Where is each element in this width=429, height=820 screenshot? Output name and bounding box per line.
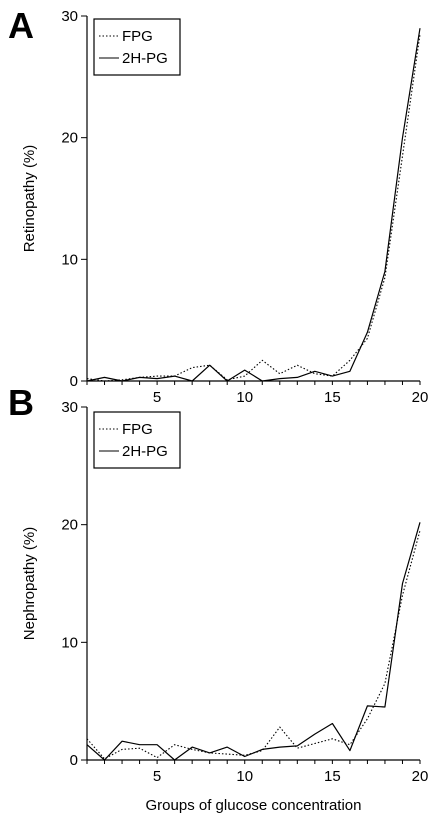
x-tick-label: 20: [412, 768, 429, 785]
x-tick-label: 15: [324, 389, 341, 406]
panel-letter: A: [8, 5, 34, 46]
y-axis-title: Retinopathy (%): [21, 145, 38, 253]
y-axis-title: Nephropathy (%): [21, 527, 38, 640]
panel-letter: B: [8, 382, 34, 423]
y-tick-label: 0: [70, 752, 78, 769]
legend-label: 2H-PG: [122, 50, 168, 67]
x-tick-label: 5: [153, 768, 161, 785]
y-tick-label: 20: [61, 130, 78, 147]
y-tick-label: 0: [70, 373, 78, 390]
x-axis-title: Groups of glucose concentration: [146, 797, 362, 814]
legend-box: [93, 411, 181, 469]
legend-label: FPG: [122, 421, 153, 438]
series-line-2h-pg: [86, 28, 421, 382]
series-line-2h-pg: [86, 522, 421, 761]
panel-b: B 0 10 20 30 5 10 15 20 Nephropathy (%) Groups of…: [8, 382, 428, 814]
y-tick-label: 30: [61, 399, 78, 416]
y-tick-label: 10: [61, 634, 78, 651]
x-tick-label: 5: [153, 389, 161, 406]
series-line-fpg: [86, 530, 421, 760]
y-tick-label: 20: [61, 517, 78, 534]
x-tick-label: 10: [236, 768, 253, 785]
x-tick-label: 20: [412, 389, 429, 406]
legend-box: [93, 18, 181, 76]
x-tick-label: 15: [324, 768, 341, 785]
x-tick-label: 10: [236, 389, 253, 406]
series-line-fpg: [86, 34, 421, 382]
y-tick-label: 30: [61, 8, 78, 25]
legend-label: 2H-PG: [122, 443, 168, 460]
y-tick-label: 10: [61, 251, 78, 268]
legend-label: FPG: [122, 28, 153, 45]
panel-a: A 0 10 20 30 5 10 15 20 Retinopathy (%) FPG 2H-PG: [8, 5, 428, 406]
